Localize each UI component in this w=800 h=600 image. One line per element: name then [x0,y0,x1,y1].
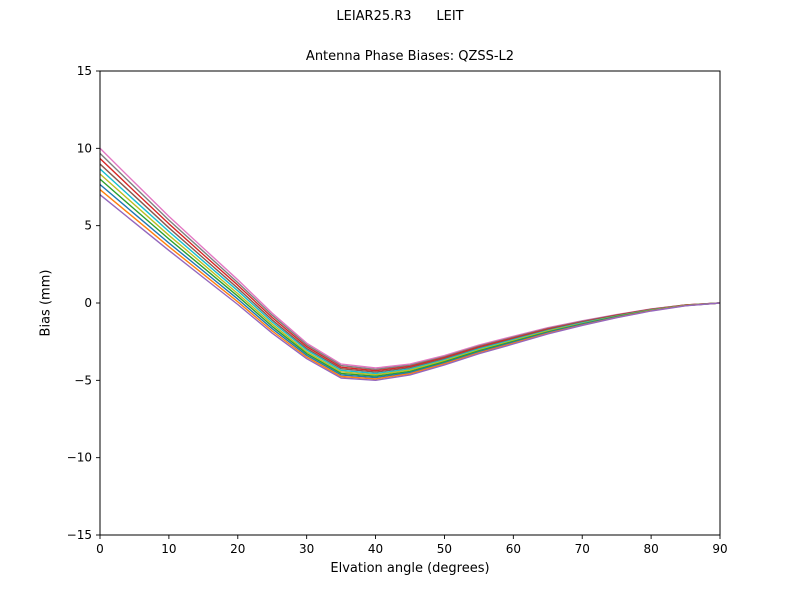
y-tick-label: −15 [67,528,92,542]
x-tick-label: 70 [575,542,590,556]
x-tick-label: 10 [161,542,176,556]
y-tick-label: −10 [67,451,92,465]
axes-spines [99,70,721,536]
y-tick-label: 15 [77,64,92,78]
x-tick-label: 80 [643,542,658,556]
axes-title: Antenna Phase Biases: QZSS-L2 [305,49,515,64]
series-line-line-02 [100,152,720,371]
series-line-line-07 [100,178,720,377]
series-line-line-05 [100,168,720,375]
series-line-line-10 [100,194,720,381]
series-line-line-06 [100,173,720,376]
x-tick-label: 50 [437,542,452,556]
series-line-line-03 [100,157,720,372]
x-tick-label: 40 [368,542,383,556]
y-axis-label: Bias (mm) [38,269,54,337]
series-lines [100,147,720,381]
series-line-line-09 [100,189,720,380]
x-tick-label: 20 [230,542,245,556]
series-line-line-04 [100,163,720,373]
y-tick-label: −5 [74,373,92,387]
x-tick-label: 30 [299,542,314,556]
y-tick-label: 5 [84,219,92,233]
figure-suptitle: LEIAR25.R3 LEIT [336,9,464,24]
x-tick-label: 90 [712,542,727,556]
series-line-line-08 [100,183,720,379]
y-tick-label: 10 [77,141,92,155]
x-tick-label: 0 [96,542,104,556]
x-tick-label: 60 [506,542,521,556]
x-axis-label: Elvation angle (degrees) [330,561,490,576]
y-tick-label: 0 [84,296,92,310]
